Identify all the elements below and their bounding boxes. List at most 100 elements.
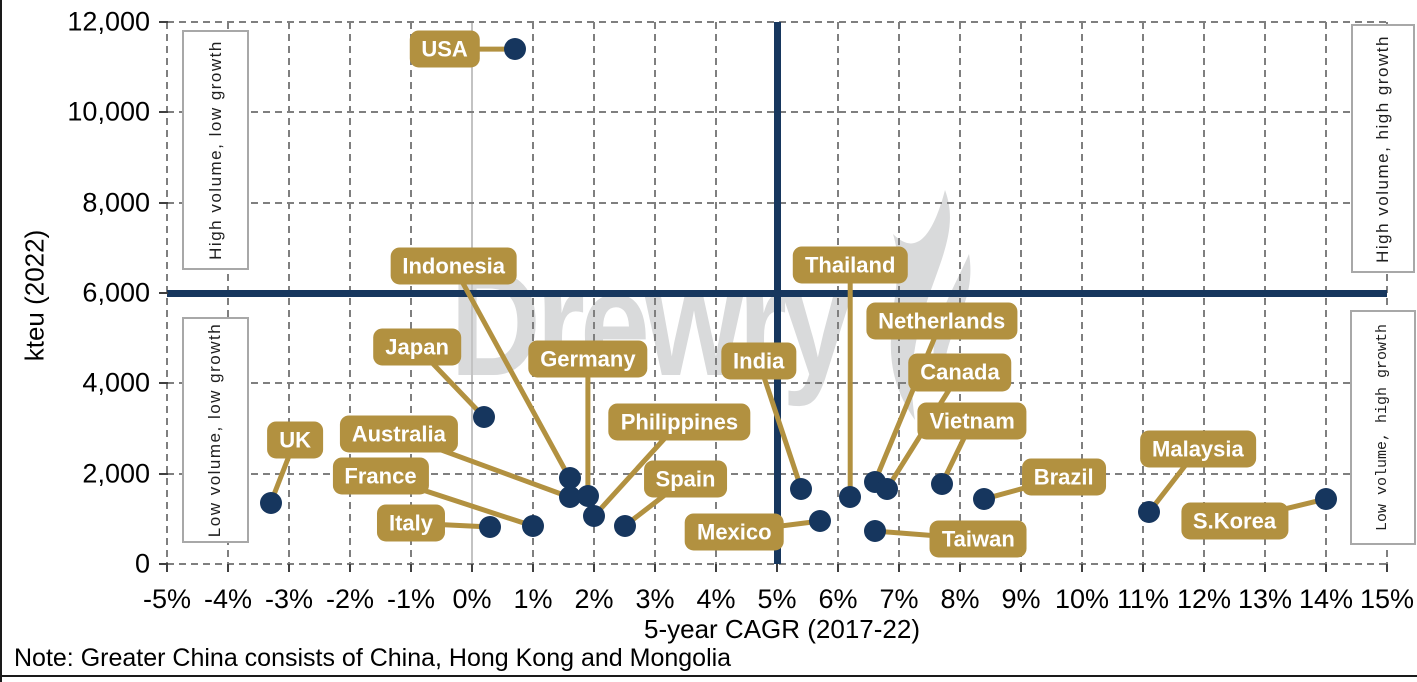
y-tick-mark (159, 292, 168, 294)
x-tick-label: 8% (940, 584, 980, 614)
x-tick-mark (349, 564, 351, 572)
country-label-germany: Germany (528, 340, 648, 378)
country-label-france: France (332, 457, 429, 495)
y-tick-label: 12,000 (67, 6, 150, 37)
country-label-indonesia: Indonesia (390, 247, 518, 285)
x-tick-mark (471, 564, 473, 572)
data-point-spain (613, 515, 636, 538)
data-point-uk (259, 492, 282, 515)
x-tick-label: -2% (325, 584, 375, 614)
data-point-mexico (808, 510, 831, 533)
quadrant-text: High volume, low growth (205, 40, 225, 260)
y-tick-mark (159, 472, 168, 475)
y-tick-mark (159, 111, 168, 114)
x-tick-label: 5% (757, 584, 797, 614)
x-tick-label: 10% (1054, 584, 1110, 614)
country-label-brazil: Brazil (1021, 458, 1106, 496)
x-tick-mark (166, 564, 168, 572)
country-label-philippines: Philippines (608, 403, 751, 441)
x-tick-mark (1386, 564, 1388, 572)
x-tick-label: 1% (513, 584, 553, 614)
y-tick-label: 6,000 (82, 277, 150, 308)
leader-line (756, 360, 804, 490)
data-point-s-korea (1315, 487, 1337, 510)
bottom-border-rule (2, 675, 1417, 677)
y-tick-label: 0 (134, 548, 150, 579)
x-axis-title: 5-year CAGR (2017-22) (644, 614, 920, 644)
x-tick-mark (959, 564, 961, 572)
leader-line (872, 319, 945, 484)
x-tick-mark (1203, 564, 1205, 572)
country-label-s-korea: S.Korea (1180, 502, 1289, 540)
y-tick-mark (159, 21, 168, 23)
y-tick-label: 8,000 (82, 187, 150, 218)
x-tick-mark (654, 564, 656, 572)
country-label-malaysia: Malaysia (1140, 430, 1256, 468)
x-tick-label: 2% (574, 584, 614, 614)
x-tick-mark (715, 564, 717, 572)
country-label-taiwan: Taiwan (929, 520, 1027, 558)
quadrant-text: High volume, high growth (1373, 34, 1393, 263)
x-tick-label: 9% (1001, 584, 1041, 614)
y-tick-label: 2,000 (82, 458, 150, 489)
quadrant-label-high-volume-high-growth: High volume, high growth (1351, 24, 1415, 273)
country-label-uk: UK (267, 421, 323, 459)
country-label-italy: Italy (376, 504, 446, 542)
x-tick-label: 14% (1298, 584, 1354, 614)
x-tick-label: -5% (142, 584, 192, 614)
y-tick-label: 4,000 (82, 367, 150, 398)
data-point-malaysia (1138, 501, 1161, 524)
quadrant-text: Low volume, high growth (1374, 323, 1392, 532)
x-tick-mark (1081, 564, 1083, 572)
country-label-japan: Japan (373, 328, 461, 366)
data-point-italy (479, 515, 502, 538)
x-tick-mark (410, 564, 412, 572)
x-tick-mark (1020, 564, 1022, 572)
x-tick-label: 15% (1359, 584, 1415, 614)
data-point-india (790, 478, 813, 501)
quadrant-label-high-volume-low-growth: High volume, low growth (182, 30, 249, 270)
x-tick-mark (593, 564, 595, 572)
x-tick-label: 7% (879, 584, 919, 614)
country-label-canada: Canada (908, 353, 1012, 391)
x-tick-mark (227, 564, 229, 572)
y-tick-mark (159, 563, 168, 565)
data-point-taiwan (863, 520, 886, 543)
country-label-australia: Australia (339, 415, 458, 453)
x-tick-mark (1325, 564, 1327, 572)
data-point-germany (576, 485, 599, 508)
country-label-spain: Spain (643, 460, 728, 498)
x-tick-label: -3% (264, 584, 314, 614)
data-point-france (522, 515, 544, 538)
gridline-vertical (1386, 22, 1388, 564)
country-label-thailand: Thailand (792, 246, 908, 284)
data-point-philippines (583, 505, 605, 528)
y-tick-mark (159, 201, 168, 204)
country-label-usa: USA (409, 30, 480, 68)
country-label-india: India (721, 342, 797, 380)
x-tick-label: 0% (452, 584, 492, 614)
plot-area: USA Japan Indonesia Germany Philippines Spain… (166, 21, 1388, 565)
x-tick-label: 12% (1176, 584, 1232, 614)
country-label-vietnam: Vietnam (917, 402, 1027, 440)
data-point-usa (503, 38, 526, 61)
x-tick-mark (288, 564, 290, 572)
x-tick-label: -1% (386, 584, 436, 614)
data-point-canada (875, 478, 898, 501)
data-point-brazil (973, 487, 996, 510)
data-point-thailand (839, 486, 862, 509)
quadrant-divider-horizontal (167, 289, 1387, 297)
x-tick-label: 3% (635, 584, 675, 614)
data-point-indonesia (558, 467, 581, 490)
quadrant-label-low-volume-high-growth: Low volume, high growth (1350, 310, 1416, 545)
quadrant-label-low-volume-low-growth: Low volume, low growth (182, 317, 249, 543)
data-point-australia (558, 486, 581, 509)
country-label-mexico: Mexico (685, 513, 784, 551)
footnote: Note: Greater China consists of China, H… (14, 644, 732, 672)
data-point-japan (473, 406, 496, 429)
x-tick-mark (898, 564, 900, 572)
x-tick-mark (1142, 564, 1144, 572)
data-point-vietnam (930, 473, 953, 496)
x-tick-mark (776, 564, 778, 572)
